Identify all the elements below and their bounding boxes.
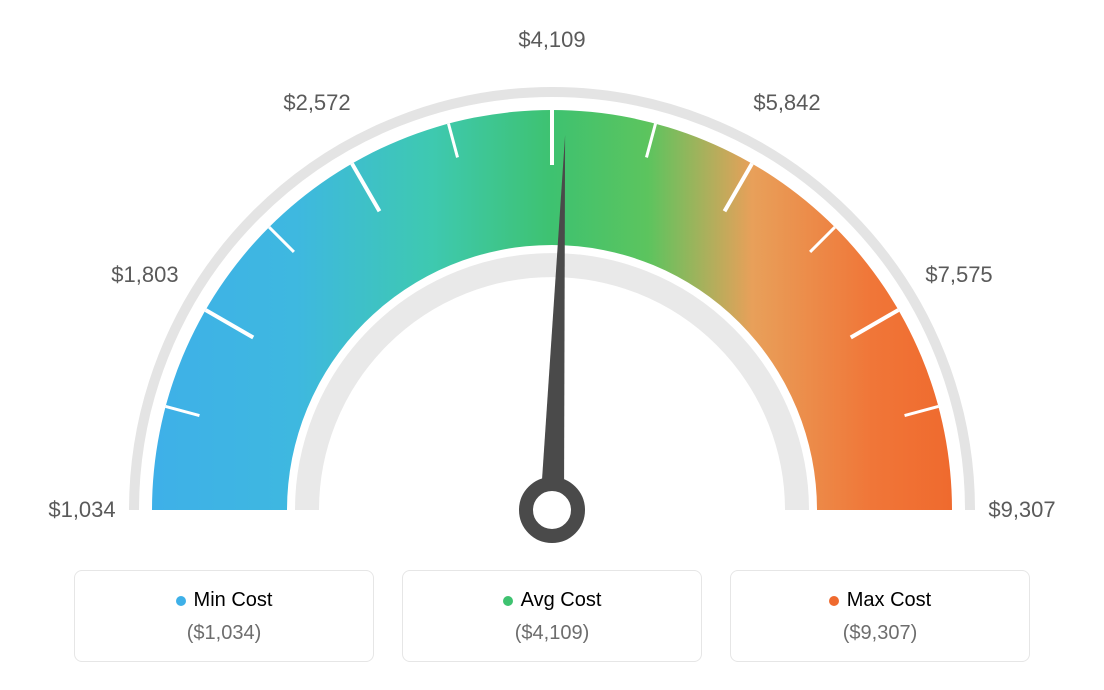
- legend-dot-avg: [503, 596, 513, 606]
- gauge-tick-label: $5,842: [753, 90, 820, 116]
- legend-title-max: Max Cost: [829, 589, 931, 612]
- gauge-tick-label: $1,803: [111, 262, 178, 288]
- gauge-tick-label: $2,572: [283, 90, 350, 116]
- legend-card-min: Min Cost ($1,034): [74, 570, 374, 662]
- gauge-tick-label: $9,307: [988, 497, 1055, 523]
- legend-title-avg: Avg Cost: [503, 589, 602, 612]
- legend-label-min: Min Cost: [194, 589, 273, 612]
- gauge-chart-container: $1,034 $1,803 $2,572 $4,109 $5,842 $7,575 $9,3…: [20, 20, 1084, 662]
- legend-card-avg: Avg Cost ($4,109): [402, 570, 702, 662]
- legend-dot-max: [829, 596, 839, 606]
- legend-title-min: Min Cost: [176, 589, 273, 612]
- legend-value-min: ($1,034): [95, 622, 353, 645]
- legend-label-max: Max Cost: [847, 589, 931, 612]
- legend-row: Min Cost ($1,034) Avg Cost ($4,109) Max …: [20, 570, 1084, 662]
- gauge-tick-label: $4,109: [518, 27, 585, 53]
- legend-dot-min: [176, 596, 186, 606]
- legend-label-avg: Avg Cost: [521, 589, 602, 612]
- gauge-tick-label: $7,575: [925, 262, 992, 288]
- legend-card-max: Max Cost ($9,307): [730, 570, 1030, 662]
- legend-value-avg: ($4,109): [423, 622, 681, 645]
- gauge-area: $1,034 $1,803 $2,572 $4,109 $5,842 $7,575 $9,3…: [20, 20, 1084, 550]
- legend-value-max: ($9,307): [751, 622, 1009, 645]
- gauge-tick-label: $1,034: [48, 497, 115, 523]
